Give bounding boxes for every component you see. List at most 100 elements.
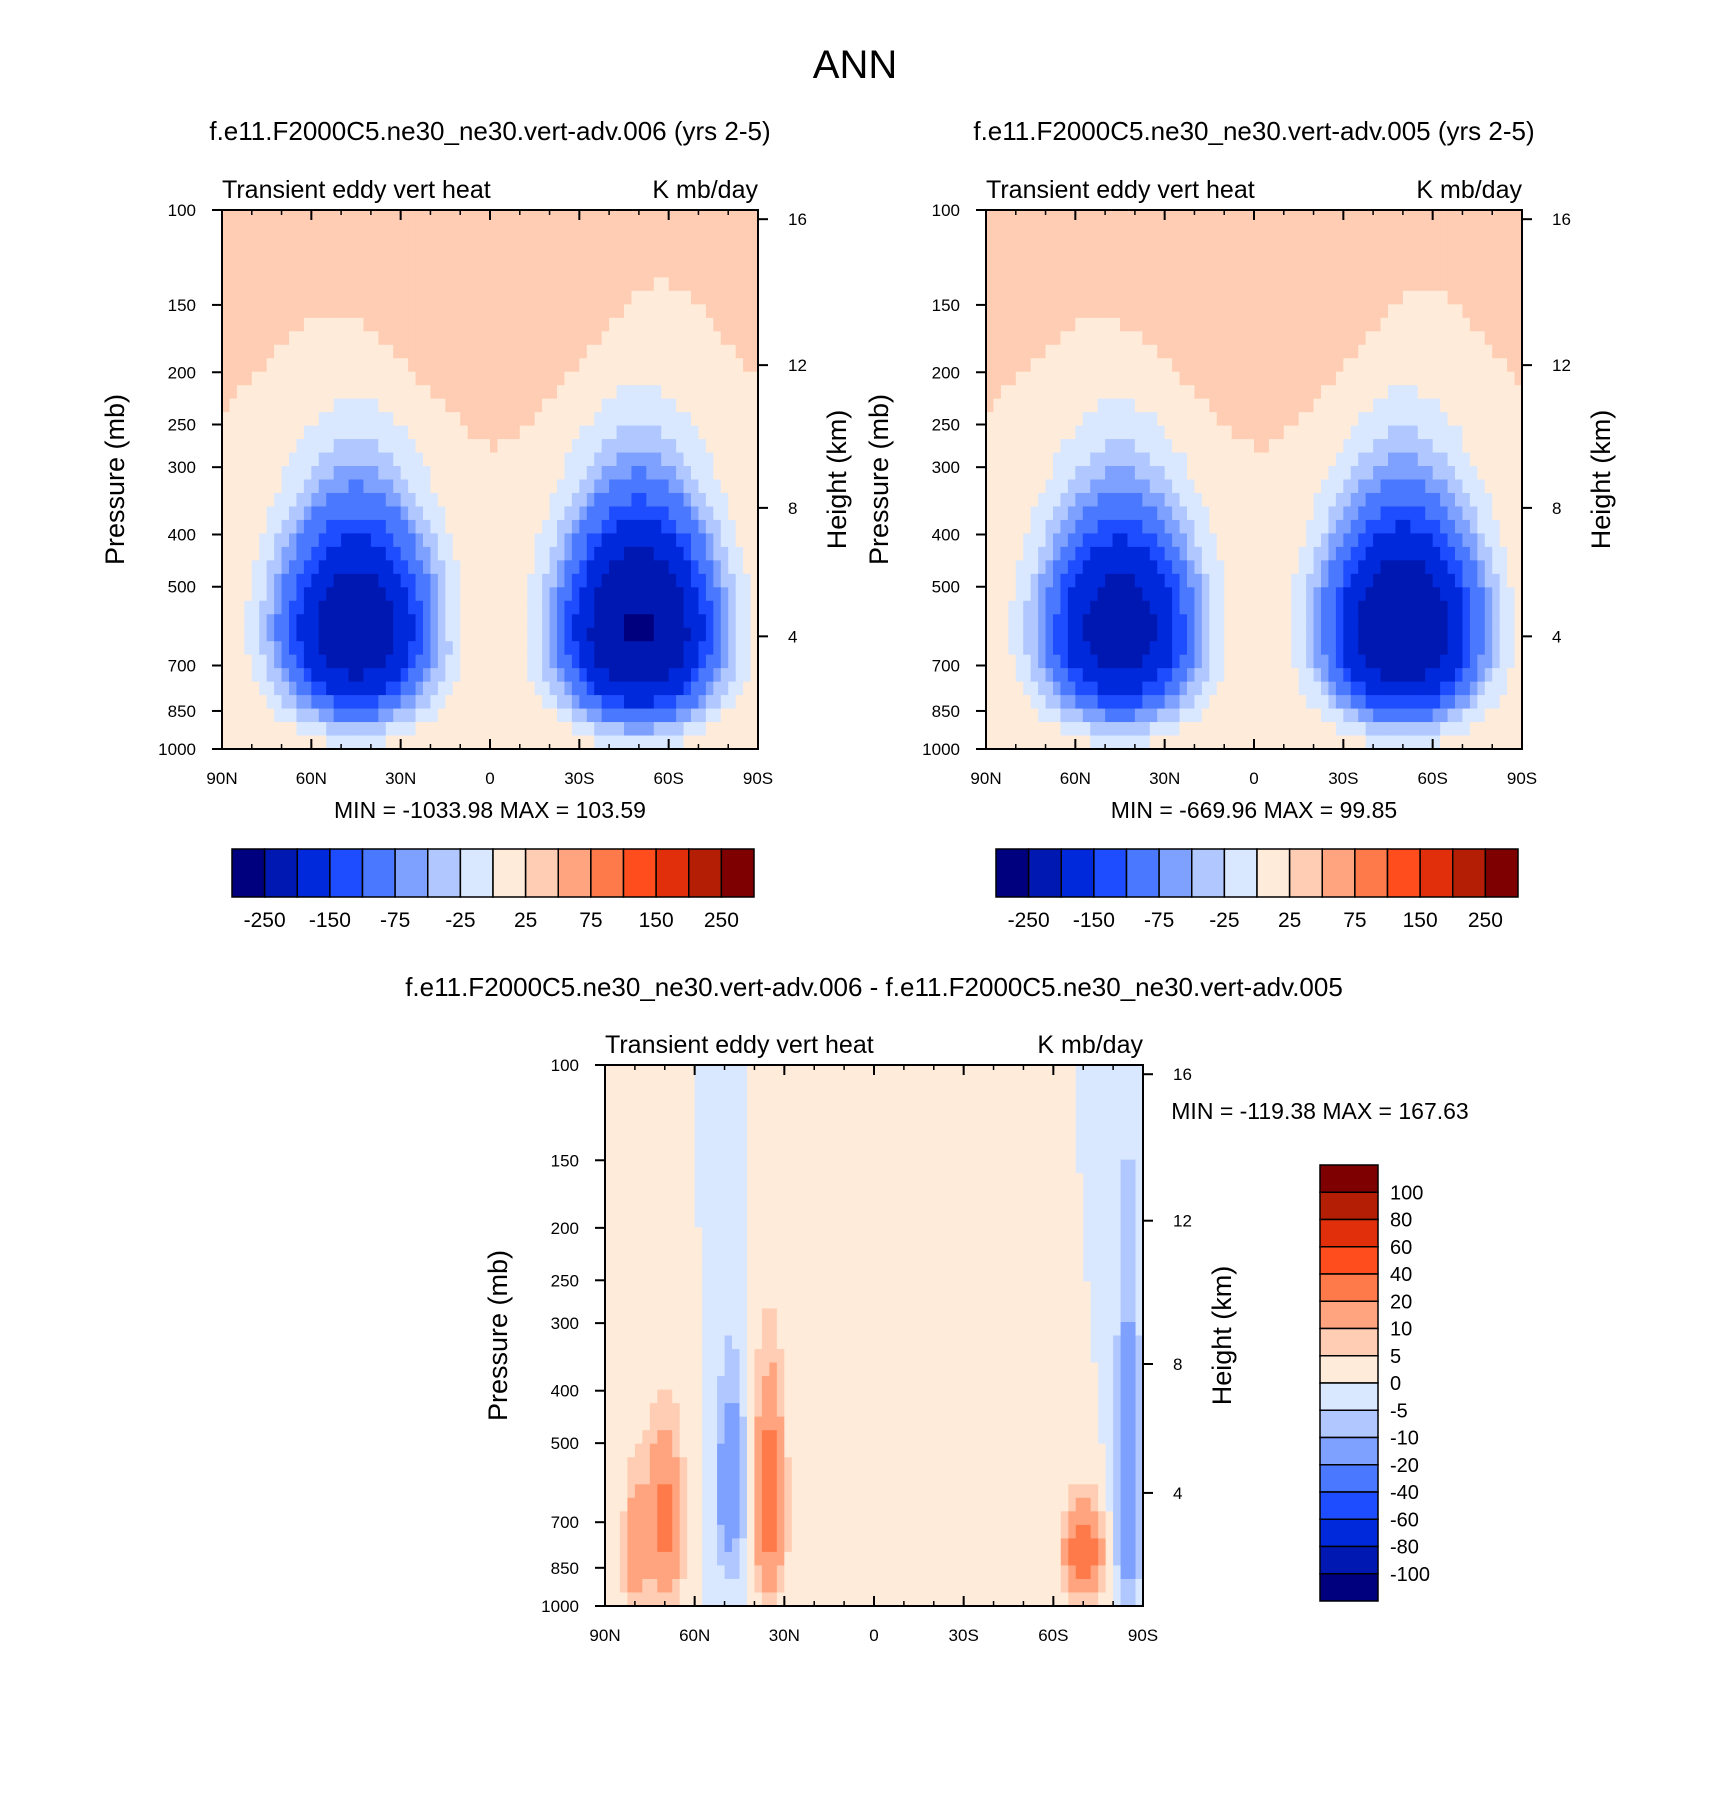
field-cell: [601, 385, 610, 400]
field-cell: [1201, 290, 1210, 305]
field-cell: [1321, 358, 1330, 373]
field-cell: [534, 600, 543, 615]
field-cell: [1112, 466, 1121, 481]
field-cell: [445, 385, 454, 400]
field-cell: [385, 236, 394, 252]
field-cell: [676, 627, 685, 642]
field-cell: [236, 304, 245, 319]
field-cell: [370, 466, 379, 481]
field-cell: [1097, 519, 1106, 534]
field-cell: [646, 317, 655, 332]
field-cell: [1254, 641, 1263, 656]
field-cell: [624, 236, 633, 252]
field-cell: [348, 654, 357, 669]
field-cell: [236, 331, 245, 346]
field-cell: [631, 398, 640, 413]
field-cell: [244, 506, 253, 521]
field-cell: [341, 412, 350, 427]
field-cell: [475, 344, 484, 359]
field-cell: [1239, 735, 1248, 750]
field-cell: [534, 681, 543, 696]
field-cell: [318, 439, 327, 454]
field-cell: [251, 425, 260, 440]
field-cell: [497, 573, 506, 588]
field-cell: [609, 371, 618, 386]
field-cell: [638, 358, 647, 373]
field-cell: [557, 600, 566, 615]
field-cell: [400, 290, 409, 305]
field-cell: [750, 506, 759, 521]
field-cell: [467, 439, 476, 454]
field-cell: [668, 519, 677, 534]
field-cell: [986, 250, 995, 265]
field-cell: [1343, 466, 1352, 481]
field-cell: [735, 277, 744, 292]
field-cell: [1030, 708, 1039, 723]
field-cell: [445, 250, 454, 265]
field-cell: [415, 439, 424, 454]
field-cell: [1082, 385, 1091, 400]
field-cell: [289, 600, 298, 615]
field-cell: [370, 627, 379, 642]
field-cell: [400, 479, 409, 494]
field-cell: [1082, 344, 1091, 359]
field-cell: [475, 681, 484, 696]
field-cell: [303, 250, 312, 265]
field-cell: [415, 263, 424, 278]
field-cell: [1254, 492, 1263, 508]
field-cell: [415, 600, 424, 615]
field-cell: [437, 223, 446, 238]
field-cell: [1246, 304, 1255, 319]
field-cell: [616, 331, 625, 346]
field-cell: [609, 236, 618, 252]
field-cell: [370, 654, 379, 669]
field-cell: [408, 546, 417, 561]
field-cell: [1008, 506, 1017, 521]
field-cell: [1082, 479, 1091, 494]
field-cell: [281, 277, 290, 292]
field-cell: [1261, 223, 1270, 238]
field-cell: [993, 425, 1002, 440]
field-cell: [490, 466, 499, 481]
field-cell: [430, 722, 439, 737]
field-cell: [720, 236, 729, 252]
field-cell: [1201, 708, 1210, 723]
field-cell: [1045, 263, 1054, 278]
field-cell: [750, 263, 759, 278]
field-cell: [1254, 546, 1263, 561]
field-cell: [1261, 600, 1270, 615]
field-cell: [445, 587, 454, 602]
field-cell: [1283, 412, 1292, 427]
field-cell: [289, 398, 298, 413]
field-cell: [616, 668, 625, 683]
field-cell: [266, 344, 275, 359]
field-cell: [594, 331, 603, 346]
field-cell: [1276, 546, 1285, 561]
field-cell: [579, 290, 588, 305]
field-cell: [1276, 317, 1285, 332]
field-cell: [497, 263, 506, 278]
colorbar-label: 250: [704, 909, 739, 932]
field-cell: [638, 641, 647, 656]
field-cell: [1112, 546, 1121, 561]
field-cell: [1328, 681, 1337, 696]
field-cell: [1172, 587, 1181, 602]
field-cell: [1306, 452, 1315, 467]
field-cell: [986, 600, 995, 615]
field-cell: [571, 250, 580, 265]
field-cell: [400, 385, 409, 400]
field-cell: [222, 412, 231, 427]
field-cell: [1291, 290, 1300, 305]
field-cell: [557, 277, 566, 292]
field-cell: [1201, 492, 1210, 508]
field-cell: [303, 519, 312, 534]
field-cell: [1090, 519, 1099, 534]
field-cell: [1328, 546, 1337, 561]
field-cell: [668, 695, 677, 710]
field-cell: [1149, 412, 1158, 427]
field-cell: [1038, 492, 1047, 508]
field-cell: [370, 263, 379, 278]
field-cell: [430, 412, 439, 427]
field-cell: [326, 708, 335, 723]
field-cell: [244, 385, 253, 400]
